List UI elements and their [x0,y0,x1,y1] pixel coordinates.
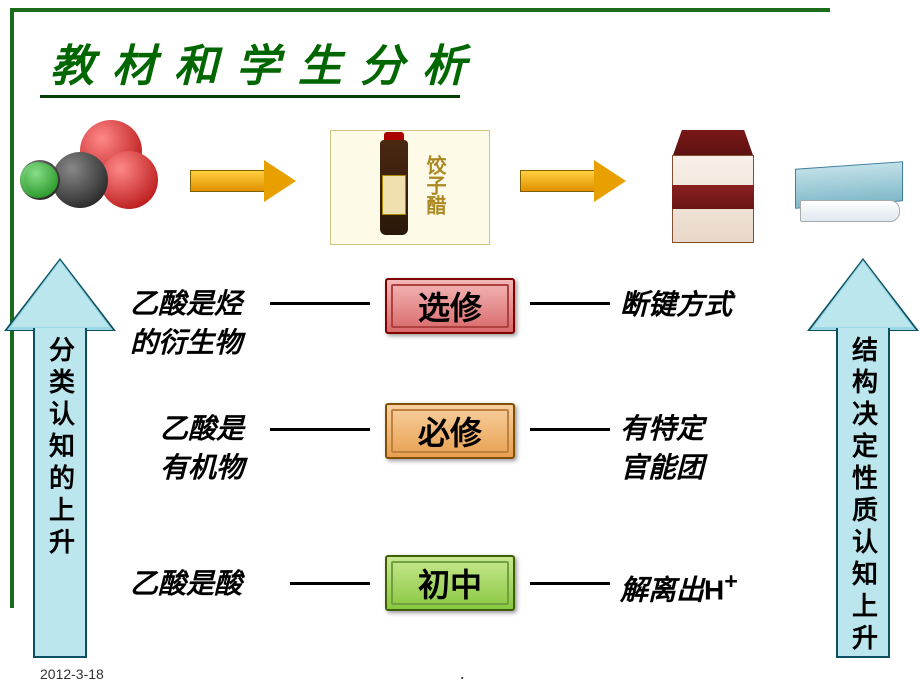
title-underline [40,95,460,98]
level-box-required: 必修 [385,403,515,459]
connector-2r [530,428,610,431]
arrow-up-right: 结构决定性质认知上升 [828,260,898,660]
frame-top [10,8,830,12]
page-title: 教材和学生分析 [50,30,484,94]
arrow-right-label: 结构决定性质认知上升 [845,336,882,656]
connector-3r [530,582,610,585]
level-box-junior: 初中 [385,555,515,611]
bottle-text: 饺子醋 [420,155,449,215]
level3-box-label: 初中 [418,560,482,606]
arrow-left-label: 分类认知的上升 [42,336,79,560]
connector-1l [270,302,370,305]
connector-1r [530,302,610,305]
footer-dot: . [460,663,465,684]
carton-band [672,185,754,209]
level2-left-text: 乙酸是有机物 [160,410,340,488]
level1-box-label: 选修 [418,283,482,329]
level3-right-text: 解离出H+ [620,565,738,611]
arrow-right-2 [520,160,630,202]
date-label: 2012-3-18 [40,666,104,682]
level1-right-text: 断键方式 [620,286,732,325]
bottle-label [382,175,406,215]
molecule-image [20,120,160,240]
connector-2l [270,428,370,431]
arrow-right-1 [190,160,300,202]
tube-image [800,200,900,222]
level2-right-text: 有特定官能团 [620,410,800,488]
level1-left-text: 乙酸是烃的衍生物 [130,285,330,363]
vinegar-bottle-image [330,130,490,245]
level-box-elective: 选修 [385,278,515,334]
level2-box-label: 必修 [418,408,482,454]
level3-left-text: 乙酸是酸 [130,565,242,604]
carton-top [672,130,754,158]
connector-3l [290,582,370,585]
arrow-up-left: 分类认知的上升 [25,260,95,660]
